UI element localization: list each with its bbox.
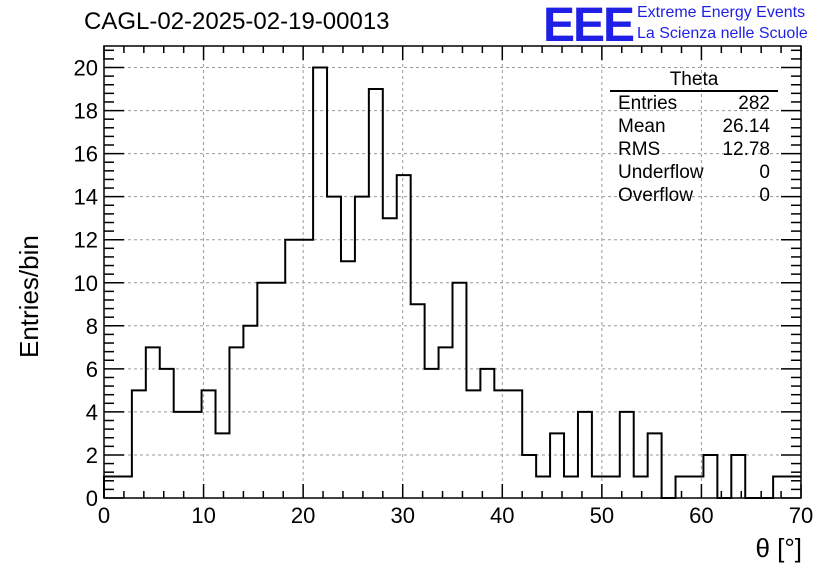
stats-row-overflow: Overflow 0 [610,184,778,207]
y-tick-label: 12 [74,228,98,253]
stats-value: 282 [738,93,770,114]
stats-label: Entries [618,93,678,114]
stats-label: Mean [618,116,666,137]
x-tick-label: 60 [689,503,713,528]
stats-label: Overflow [618,185,693,206]
plot-frame [103,45,802,499]
x-axis-label: θ [°] [755,533,802,563]
y-tick-label: 4 [86,400,98,425]
stats-row-underflow: Underflow 0 [610,161,778,184]
y-tick-label: 6 [86,357,98,382]
logo-text-line2: La Scienza nelle Scuole [637,25,808,42]
x-tick-label: 20 [291,503,315,528]
y-tick-label: 0 [86,486,98,511]
y-tick-label: 14 [74,185,98,210]
y-tick-label: 16 [74,142,98,167]
y-axis-label: Entries/bin [14,235,44,358]
stats-label: RMS [618,139,661,160]
stats-row-entries: Entries 282 [610,92,778,115]
stats-label: Underflow [618,162,704,183]
chart-title: CAGL-02-2025-02-19-00013 [84,8,390,35]
stats-value: 26.14 [722,116,770,137]
x-tick-label: 50 [590,503,614,528]
x-tick-label: 30 [390,503,414,528]
stats-box-title: Theta [610,68,778,92]
stats-value: 0 [759,162,770,183]
x-tick-label: 40 [490,503,514,528]
logo-text-line1: Extreme Energy Events [637,4,806,21]
stats-value: 0 [759,185,770,206]
x-tick-label: 70 [789,503,813,528]
y-tick-label: 18 [74,99,98,124]
axes: 0 10 20 30 40 50 60 70 0 2 4 6 8 10 12 14 16 18 20 [74,46,813,528]
stats-row-rms: RMS 12.78 [610,138,778,161]
x-tick-label: 0 [98,503,110,528]
stats-row-mean: Mean 26.14 [610,115,778,138]
y-tick-label: 8 [86,314,98,339]
y-tick-label: 10 [74,271,98,296]
stats-box: Theta Entries 282 Mean 26.14 RMS 12.78 U… [610,68,778,207]
y-tick-label: 2 [86,443,98,468]
y-tick-label: 20 [74,56,98,81]
stats-value: 12.78 [722,139,770,160]
eee-logo: EEE [543,0,635,52]
x-tick-label: 10 [191,503,215,528]
